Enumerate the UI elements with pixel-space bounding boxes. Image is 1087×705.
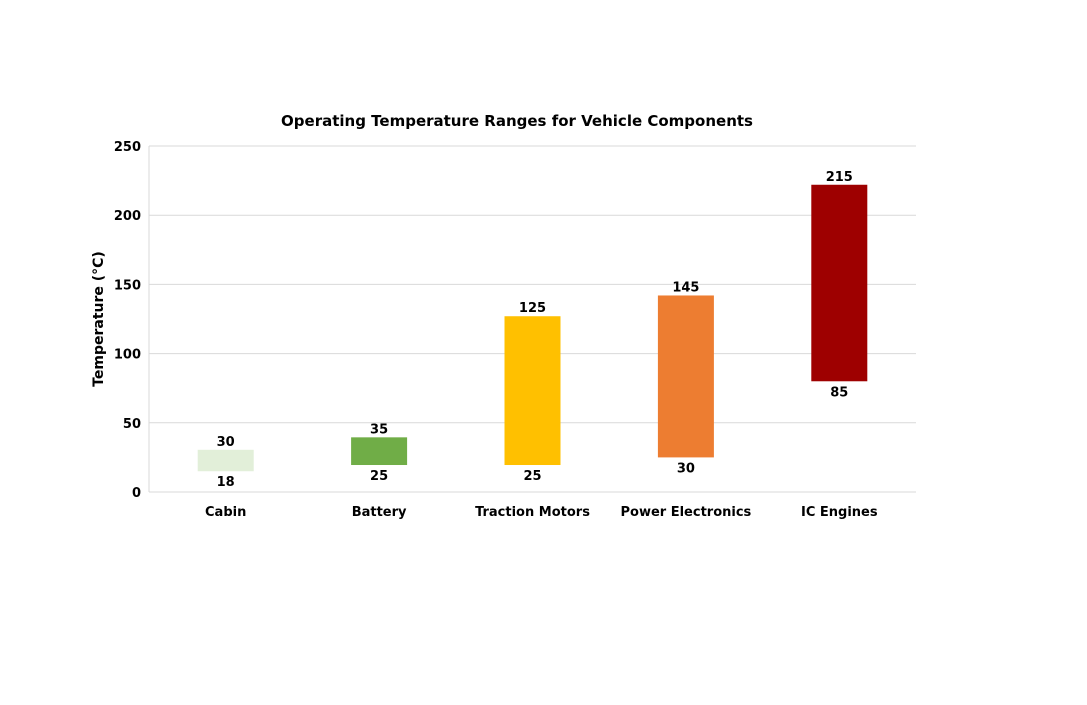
x-tick-label: IC Engines — [801, 505, 878, 520]
x-tick-label: Traction Motors — [475, 505, 590, 520]
data-label-high: 145 — [672, 280, 699, 295]
data-label-low: 25 — [523, 469, 541, 484]
x-tick-label: Cabin — [205, 505, 246, 520]
chart-title: Operating Temperature Ranges for Vehicle… — [281, 112, 753, 130]
bar-cabin — [197, 449, 254, 472]
y-tick-label: 200 — [114, 209, 141, 224]
y-tick-label: 150 — [114, 278, 141, 293]
bar-ic-engines — [811, 184, 868, 382]
x-tick-label: Power Electronics — [621, 505, 752, 520]
data-label-low: 25 — [370, 469, 388, 484]
y-tick-label: 0 — [132, 486, 141, 501]
y-tick-label: 50 — [123, 417, 141, 432]
data-label-low: 18 — [217, 475, 235, 490]
y-axis-label: Temperature (°C) — [91, 251, 107, 387]
x-tick-label: Battery — [352, 505, 407, 520]
y-tick-label: 100 — [114, 348, 141, 363]
data-label-low: 30 — [677, 461, 695, 476]
y-tick-label: 250 — [114, 140, 141, 155]
bar-battery — [351, 437, 408, 466]
data-label-low: 85 — [830, 385, 848, 400]
bar-power-electronics — [657, 295, 714, 458]
data-label-high: 215 — [826, 170, 853, 185]
bar-traction-motors — [504, 316, 561, 466]
data-label-high: 30 — [217, 435, 235, 450]
data-label-high: 125 — [519, 301, 546, 316]
data-label-high: 35 — [370, 422, 388, 437]
